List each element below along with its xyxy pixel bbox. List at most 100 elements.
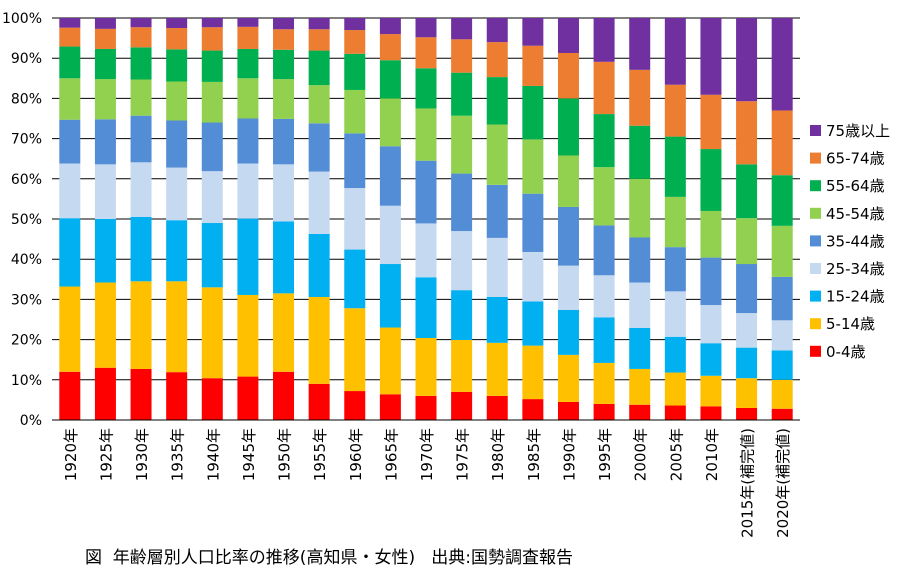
x-tick-label: 1945年 (240, 428, 258, 481)
bar-segment (629, 69, 651, 126)
bar-segment (451, 18, 473, 40)
bar-segment (201, 378, 223, 420)
bar-segment (451, 391, 473, 420)
bar-segment (629, 404, 651, 420)
bar-segment (308, 296, 330, 384)
bar-segment (130, 216, 152, 282)
y-tick-label: 30% (11, 292, 42, 308)
bar-segment (451, 173, 473, 232)
bar-segment (94, 119, 116, 165)
bar-segment (415, 37, 437, 69)
bar-segment (771, 276, 793, 321)
bar-segment (486, 342, 508, 396)
bar-segment (522, 18, 544, 46)
bar-segment (415, 223, 437, 278)
bar-segment (94, 367, 116, 420)
x-tick-label: 1965年 (382, 428, 400, 481)
bar-segment (379, 205, 401, 265)
x-axis-ticks: 1920年 1925年 1930年 1935年 1940年 1945年 1950年 1955年… (62, 428, 792, 538)
bar-segment (273, 371, 295, 420)
bar-segment (486, 395, 508, 420)
bar-segment (451, 72, 473, 116)
bar-segment (451, 39, 473, 73)
bar-segment (736, 164, 758, 219)
bar-segment (736, 313, 758, 348)
bar-segment (237, 48, 259, 79)
bar-segment (771, 18, 793, 111)
bar-segment (771, 175, 793, 226)
bar-segment (166, 167, 188, 221)
legend-swatch (810, 345, 821, 357)
bar-segment (593, 167, 615, 226)
legend-label: 0-4歳 (826, 343, 866, 361)
bar-segment (486, 18, 508, 43)
bar-segment (94, 18, 116, 29)
x-tick-label: 1955年 (311, 428, 329, 481)
bar-segment (308, 123, 330, 172)
bar-segment (237, 118, 259, 164)
bar-segment (130, 27, 152, 48)
legend-label: 75歳以上 (826, 122, 890, 140)
bar-segment (557, 155, 579, 207)
x-tick-label: 2005年 (667, 428, 685, 481)
bar-segment (771, 225, 793, 277)
bar-segment (237, 163, 259, 219)
bar-segment (451, 115, 473, 174)
bar-segment (664, 84, 686, 137)
bar-segment (273, 118, 295, 165)
bar-segment (344, 18, 366, 31)
legend-swatch (810, 180, 821, 192)
bar-segment (166, 18, 188, 29)
bar-segment (130, 79, 152, 116)
legend-label: 25-34歳 (826, 260, 885, 278)
bar-segment (451, 340, 473, 392)
y-tick-label: 10% (11, 373, 42, 389)
bar-segment (237, 26, 259, 49)
bar-segment (379, 34, 401, 61)
x-tick-label: 1990年 (560, 428, 578, 481)
x-tick-label: 1980年 (489, 428, 507, 481)
bar-segment (201, 18, 223, 28)
bar-segment (486, 184, 508, 238)
x-tick-label: 1995年 (596, 428, 614, 481)
bar-segment (700, 210, 722, 258)
bar-segment (379, 264, 401, 328)
bar-segment (664, 247, 686, 292)
y-tick-label: 80% (11, 91, 42, 107)
legend-swatch (810, 207, 821, 219)
legend-swatch (810, 290, 821, 302)
bar-segment (379, 98, 401, 147)
bar-segment (736, 101, 758, 165)
bar-segment (486, 77, 508, 125)
bar-segment (308, 18, 330, 30)
bar-segment (451, 290, 473, 341)
bar-segment (629, 125, 651, 179)
bar-segment (308, 85, 330, 124)
bar-segment (201, 50, 223, 82)
bar-segment (557, 98, 579, 156)
bar-segment (664, 405, 686, 420)
bar-segment (201, 287, 223, 379)
bar-segment (522, 45, 544, 86)
x-tick-label: 1985年 (525, 428, 543, 481)
bar-segment (166, 49, 188, 82)
legend-label: 5-14歳 (826, 315, 875, 333)
bar-segment (344, 89, 366, 134)
legend-swatch (810, 318, 821, 330)
bar-segment (522, 301, 544, 346)
x-tick-label: 2010年 (703, 428, 721, 481)
legend-swatch (810, 152, 821, 164)
x-tick-label: 2015年(補完値) (739, 428, 757, 538)
bar-segment (94, 219, 116, 283)
y-tick-label: 0% (20, 413, 42, 429)
bar-segment (201, 171, 223, 224)
x-tick-label: 1940年 (204, 428, 222, 481)
bar-segment (593, 275, 615, 318)
bar-segment (201, 223, 223, 288)
bar-segment (557, 401, 579, 420)
bar-segment (237, 78, 259, 119)
bar-segment (379, 327, 401, 395)
bar-segment (664, 136, 686, 197)
bar-segment (59, 371, 81, 420)
bar-segment (344, 249, 366, 309)
